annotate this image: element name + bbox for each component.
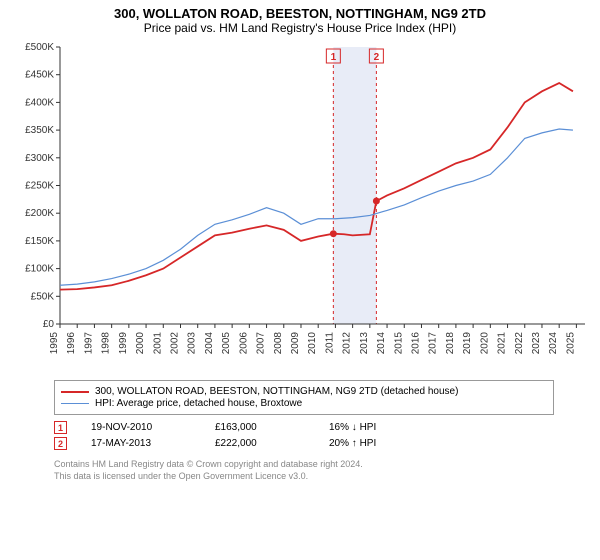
svg-text:£0: £0 bbox=[43, 319, 55, 330]
transaction-date: 17-MAY-2013 bbox=[91, 438, 191, 449]
legend-label: HPI: Average price, detached house, Brox… bbox=[95, 398, 302, 409]
svg-text:2018: 2018 bbox=[445, 332, 456, 355]
footer-line-2: This data is licensed under the Open Gov… bbox=[54, 470, 590, 482]
svg-text:2025: 2025 bbox=[565, 332, 576, 355]
svg-text:2005: 2005 bbox=[221, 332, 232, 355]
legend-row: HPI: Average price, detached house, Brox… bbox=[61, 398, 547, 409]
transaction-row: 1 19-NOV-2010 £163,000 16% ↓ HPI bbox=[54, 421, 590, 434]
svg-text:£400K: £400K bbox=[25, 97, 54, 108]
svg-text:2022: 2022 bbox=[514, 332, 525, 355]
svg-text:1997: 1997 bbox=[83, 332, 94, 355]
footer-text: Contains HM Land Registry data © Crown c… bbox=[54, 458, 590, 482]
svg-text:£200K: £200K bbox=[25, 208, 54, 219]
transaction-marker: 2 bbox=[54, 437, 67, 450]
chart-area: 1 2 £0 £50K £100K £150K £200K £250K £300K £350K £4… bbox=[10, 39, 590, 374]
transaction-price: £163,000 bbox=[215, 422, 305, 433]
svg-text:1: 1 bbox=[331, 52, 337, 63]
svg-text:2001: 2001 bbox=[152, 332, 163, 355]
svg-text:2014: 2014 bbox=[376, 332, 387, 355]
svg-text:2016: 2016 bbox=[410, 332, 421, 355]
svg-text:£100K: £100K bbox=[25, 264, 54, 275]
transactions-table: 1 19-NOV-2010 £163,000 16% ↓ HPI 2 17-MAY-201… bbox=[54, 421, 590, 450]
svg-text:2012: 2012 bbox=[342, 332, 353, 355]
svg-text:2009: 2009 bbox=[290, 332, 301, 355]
svg-text:£350K: £350K bbox=[25, 125, 54, 136]
title-block: 300, WOLLATON ROAD, BEESTON, NOTTINGHAM,… bbox=[10, 6, 590, 35]
transaction-date: 19-NOV-2010 bbox=[91, 422, 191, 433]
legend-swatch bbox=[61, 403, 89, 404]
transaction-marker: 1 bbox=[54, 421, 67, 434]
svg-text:2: 2 bbox=[374, 52, 380, 63]
svg-text:£50K: £50K bbox=[31, 291, 55, 302]
svg-text:2002: 2002 bbox=[169, 332, 180, 355]
footer-line-1: Contains HM Land Registry data © Crown c… bbox=[54, 458, 590, 470]
svg-text:2003: 2003 bbox=[187, 332, 198, 355]
chart-container: 300, WOLLATON ROAD, BEESTON, NOTTINGHAM,… bbox=[0, 0, 600, 488]
svg-text:2015: 2015 bbox=[393, 332, 404, 355]
chart-svg: 1 2 £0 £50K £100K £150K £200K £250K £300K £350K £4… bbox=[10, 39, 590, 374]
svg-text:£250K: £250K bbox=[25, 181, 54, 192]
svg-text:2017: 2017 bbox=[428, 332, 439, 355]
svg-text:2004: 2004 bbox=[204, 332, 215, 355]
svg-text:1998: 1998 bbox=[101, 332, 112, 355]
transaction-delta: 20% ↑ HPI bbox=[329, 438, 376, 449]
svg-text:1999: 1999 bbox=[118, 332, 129, 355]
transaction-row: 2 17-MAY-2013 £222,000 20% ↑ HPI bbox=[54, 437, 590, 450]
svg-text:2007: 2007 bbox=[256, 332, 267, 355]
svg-text:2021: 2021 bbox=[497, 332, 508, 355]
svg-text:£150K: £150K bbox=[25, 236, 54, 247]
chart-subtitle: Price paid vs. HM Land Registry's House … bbox=[10, 21, 590, 35]
svg-text:£450K: £450K bbox=[25, 70, 54, 81]
svg-text:1996: 1996 bbox=[66, 332, 77, 355]
svg-text:£500K: £500K bbox=[25, 42, 54, 53]
legend-row: 300, WOLLATON ROAD, BEESTON, NOTTINGHAM,… bbox=[61, 386, 547, 397]
svg-text:2024: 2024 bbox=[548, 332, 559, 355]
svg-text:2010: 2010 bbox=[307, 332, 318, 355]
svg-text:£300K: £300K bbox=[25, 153, 54, 164]
svg-text:2011: 2011 bbox=[324, 332, 335, 354]
svg-text:2008: 2008 bbox=[273, 332, 284, 355]
svg-text:2013: 2013 bbox=[359, 332, 370, 355]
legend: 300, WOLLATON ROAD, BEESTON, NOTTINGHAM,… bbox=[54, 380, 554, 415]
chart-title: 300, WOLLATON ROAD, BEESTON, NOTTINGHAM,… bbox=[10, 6, 590, 21]
svg-text:2023: 2023 bbox=[531, 332, 542, 355]
transaction-delta: 16% ↓ HPI bbox=[329, 422, 376, 433]
transaction-price: £222,000 bbox=[215, 438, 305, 449]
svg-text:1995: 1995 bbox=[49, 332, 60, 355]
legend-label: 300, WOLLATON ROAD, BEESTON, NOTTINGHAM,… bbox=[95, 386, 458, 397]
svg-text:2000: 2000 bbox=[135, 332, 146, 355]
svg-text:2006: 2006 bbox=[238, 332, 249, 355]
svg-text:2019: 2019 bbox=[462, 332, 473, 355]
legend-swatch bbox=[61, 391, 89, 393]
svg-text:2020: 2020 bbox=[479, 332, 490, 355]
